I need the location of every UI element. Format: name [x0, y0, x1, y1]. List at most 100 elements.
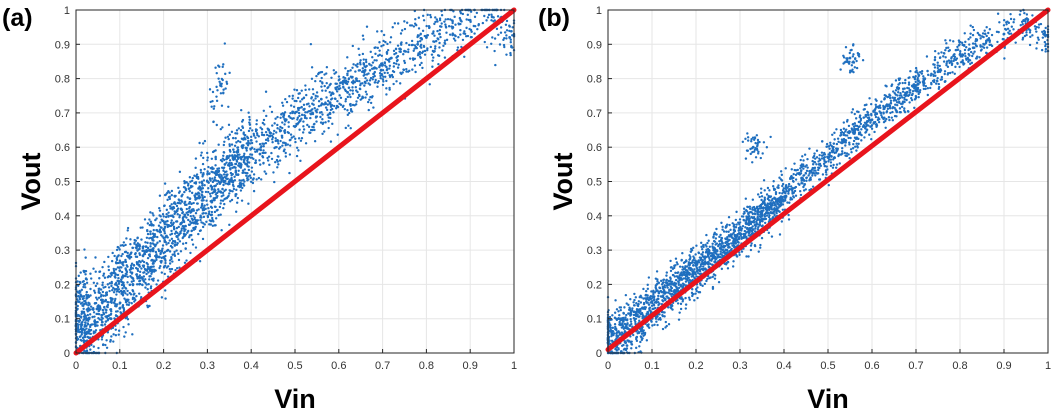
- data-point: [713, 240, 717, 243]
- data-point: [115, 293, 118, 296]
- data-point: [248, 127, 252, 130]
- data-point: [91, 307, 94, 310]
- data-point: [749, 222, 753, 226]
- data-point: [485, 46, 489, 49]
- data-point: [418, 55, 422, 59]
- data-point: [316, 95, 319, 98]
- data-point: [349, 102, 352, 106]
- data-point: [175, 226, 179, 230]
- data-point: [166, 225, 169, 229]
- data-point: [321, 81, 324, 84]
- data-point: [111, 251, 114, 255]
- data-point: [126, 289, 129, 293]
- data-point: [175, 249, 178, 252]
- data-point: [299, 159, 302, 163]
- data-point: [291, 111, 294, 115]
- data-point: [476, 27, 479, 31]
- data-point: [122, 325, 125, 329]
- data-point: [356, 65, 359, 68]
- data-point: [304, 142, 308, 145]
- data-point: [828, 155, 831, 159]
- data-point: [199, 214, 202, 217]
- data-point: [661, 300, 665, 303]
- data-point: [249, 148, 252, 151]
- data-point: [745, 255, 748, 258]
- data-point: [207, 165, 210, 169]
- data-point: [669, 285, 673, 288]
- data-point: [742, 215, 745, 218]
- data-point: [142, 260, 146, 264]
- data-point: [708, 257, 711, 260]
- data-point: [466, 13, 470, 17]
- data-point: [509, 40, 512, 44]
- data-point: [663, 298, 667, 302]
- data-point: [101, 265, 104, 269]
- panel-label: (a): [2, 4, 33, 32]
- data-point: [339, 103, 343, 107]
- data-point: [780, 179, 784, 182]
- data-point: [659, 318, 662, 321]
- y-axis-label: Vout: [16, 153, 46, 211]
- data-point: [193, 174, 196, 177]
- data-point: [111, 288, 114, 292]
- data-point: [96, 298, 99, 301]
- data-point: [151, 239, 154, 242]
- data-point: [163, 272, 166, 276]
- data-point: [433, 40, 436, 43]
- data-point: [823, 153, 827, 156]
- data-point: [195, 209, 199, 212]
- data-point: [320, 70, 324, 74]
- data-point: [742, 236, 745, 240]
- data-point: [190, 202, 193, 205]
- x-tick-label: 0: [73, 360, 79, 372]
- data-point: [344, 126, 347, 130]
- data-point: [757, 250, 760, 253]
- data-point: [368, 69, 372, 72]
- data-point: [178, 199, 181, 202]
- data-point: [279, 145, 282, 149]
- data-point: [384, 75, 387, 79]
- data-point: [698, 291, 702, 294]
- data-point: [757, 218, 760, 221]
- data-point: [336, 99, 339, 103]
- data-point: [107, 314, 110, 318]
- data-point: [414, 45, 418, 49]
- data-point: [697, 251, 701, 255]
- data-point: [219, 92, 223, 95]
- data-point: [180, 208, 184, 212]
- data-point: [412, 25, 416, 28]
- data-point: [849, 148, 853, 151]
- data-point: [452, 10, 455, 13]
- data-point: [97, 313, 101, 316]
- data-point: [188, 176, 192, 179]
- data-point: [100, 323, 103, 327]
- data-point: [133, 252, 137, 256]
- data-point: [629, 317, 632, 321]
- data-point: [222, 143, 226, 147]
- data-point: [393, 52, 396, 56]
- data-point: [289, 112, 292, 115]
- data-point: [314, 79, 317, 83]
- data-point: [831, 166, 835, 169]
- data-point: [241, 146, 244, 150]
- data-point: [640, 338, 644, 342]
- data-point: [94, 301, 98, 305]
- data-point: [787, 185, 791, 188]
- data-point: [102, 294, 105, 297]
- y-tick-label: 0.4: [55, 211, 70, 223]
- data-point: [652, 292, 655, 296]
- data-point: [365, 25, 369, 28]
- data-point: [681, 300, 684, 303]
- data-point: [445, 38, 449, 42]
- data-point: [393, 22, 397, 25]
- data-point: [634, 313, 637, 317]
- data-point: [235, 188, 238, 192]
- data-point: [272, 132, 275, 136]
- data-point: [619, 308, 622, 312]
- data-point: [223, 162, 227, 166]
- data-point: [167, 215, 170, 218]
- data-point: [250, 166, 254, 169]
- data-point: [790, 168, 793, 171]
- data-point: [188, 190, 191, 193]
- data-point: [475, 11, 479, 15]
